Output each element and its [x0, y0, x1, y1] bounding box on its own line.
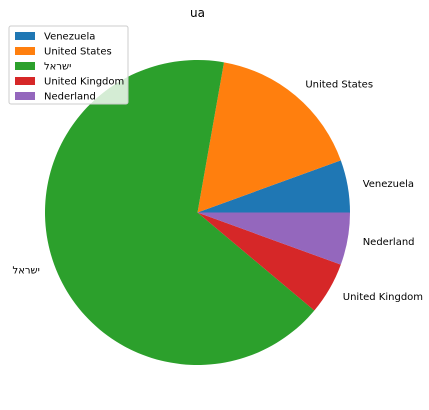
legend: Venezuela United States ישראל United Kingdo…: [8, 25, 129, 105]
pie-slice-united-states: [197, 62, 341, 213]
pie-slice-venezuela: [197, 160, 350, 213]
pie-slice-labels: Venezuela United States ישראל United Kingdo…: [13, 80, 424, 303]
pie-slice-item-2: [44, 60, 315, 366]
legend-label-nederland: Nederland: [44, 92, 96, 103]
pie-slice-united-kingdom: [197, 212, 341, 311]
slice-label-united-states: United States: [305, 80, 373, 91]
legend-swatch-united-kingdom: [15, 77, 35, 85]
legend-swatch-venezuela: [15, 32, 35, 40]
slice-label-item-2: ישראל: [13, 265, 40, 276]
legend-swatch-item-2: [15, 62, 35, 70]
legend-label-united-states: United States: [44, 47, 112, 58]
slice-label-nederland: Nederland: [363, 237, 415, 248]
legend-label-item-2: ישראל: [44, 62, 71, 73]
legend-frame: [8, 25, 129, 105]
slice-label-venezuela: Venezuela: [363, 179, 414, 190]
pie-slice-nederland: [197, 212, 350, 265]
chart-title: ua: [190, 6, 205, 20]
legend-label-united-kingdom: United Kingdom: [44, 77, 124, 88]
slice-label-united-kingdom: United Kingdom: [343, 292, 423, 303]
legend-label-venezuela: Venezuela: [44, 32, 95, 43]
legend-items: Venezuela United States ישראל United Kingdo…: [15, 32, 124, 103]
pie-slices: [44, 60, 350, 366]
legend-swatch-united-states: [15, 47, 35, 55]
legend-swatch-nederland: [15, 92, 35, 100]
